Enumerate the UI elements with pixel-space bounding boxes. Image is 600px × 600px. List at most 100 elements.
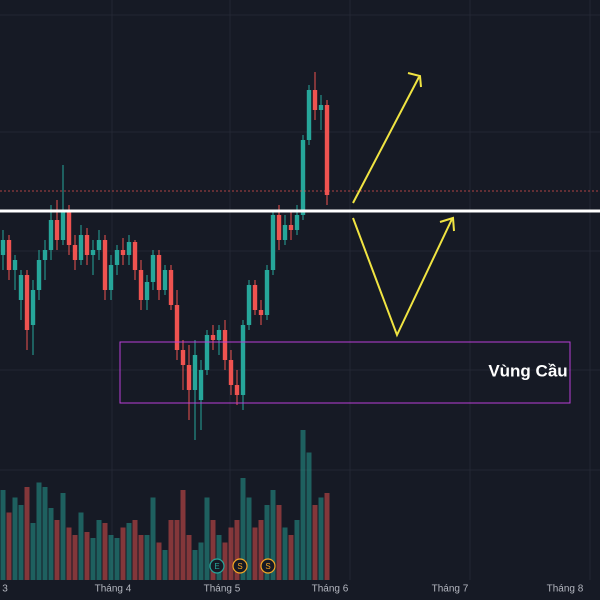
candle-body: [132, 242, 138, 270]
candle-body: [276, 215, 282, 240]
x-tick-label: Tháng 6: [312, 584, 349, 595]
candle-body: [216, 330, 222, 340]
volume-bar: [102, 523, 108, 580]
volume-bar: [12, 497, 18, 580]
candle-body: [318, 105, 324, 110]
volume-bar: [282, 527, 288, 580]
x-tick-label: Tháng 7: [432, 584, 469, 595]
x-tick-label: Tháng 8: [547, 584, 584, 595]
volume-bar: [204, 497, 210, 580]
candle-body: [120, 250, 126, 255]
volume-bar: [114, 538, 120, 580]
candle-body: [162, 270, 168, 290]
candle-body: [108, 265, 114, 290]
volume-bar: [150, 497, 156, 580]
candle-body: [78, 235, 84, 260]
candle-body: [66, 210, 72, 245]
volume-bar: [312, 505, 318, 580]
candle-body: [54, 220, 60, 240]
volume-bar: [174, 520, 180, 580]
candle-body: [300, 140, 306, 215]
candle-body: [42, 250, 48, 260]
candle-body: [0, 240, 6, 255]
volume-bar: [18, 505, 24, 580]
candle-body: [264, 270, 270, 315]
candle-body: [186, 365, 192, 390]
volume-bar: [318, 497, 324, 580]
volume-bar: [246, 497, 252, 580]
event-label: S: [237, 562, 242, 571]
candle-body: [270, 215, 276, 270]
zone-label: Vùng Cầu: [488, 361, 567, 380]
volume-layer: [0, 430, 330, 580]
volume-bar: [120, 527, 126, 580]
volume-bar: [294, 520, 300, 580]
candle-body: [258, 310, 264, 315]
volume-bar: [240, 478, 246, 580]
demand-zone: [119, 341, 571, 404]
candle-body: [48, 220, 54, 250]
candle-body: [144, 282, 150, 300]
volume-bar: [162, 550, 168, 580]
volume-bar: [66, 527, 72, 580]
volume-bar: [300, 430, 306, 580]
candle-body: [168, 270, 174, 305]
candle-body: [96, 240, 102, 250]
candle-body: [228, 360, 234, 385]
volume-bar: [138, 535, 144, 580]
candle-body: [282, 225, 288, 240]
volume-bar: [60, 493, 66, 580]
candle-body: [72, 245, 78, 260]
candle-body: [246, 285, 252, 325]
volume-bar: [216, 535, 222, 580]
candle-body: [312, 90, 318, 110]
candle-body: [222, 330, 228, 360]
volume-bar: [258, 520, 264, 580]
candle-layer: [0, 72, 330, 440]
candle-body: [234, 385, 240, 395]
volume-bar: [156, 542, 162, 580]
volume-bar: [96, 520, 102, 580]
volume-bar: [180, 490, 186, 580]
volume-bar: [210, 520, 216, 580]
candle-body: [126, 242, 132, 255]
volume-bar: [288, 535, 294, 580]
candle-body: [36, 260, 42, 290]
candle-body: [6, 240, 12, 270]
candle-body: [18, 275, 24, 300]
volume-bar: [264, 505, 270, 580]
candle-body: [90, 250, 96, 255]
arrow-down-up: [352, 217, 453, 338]
candle-body: [60, 210, 66, 240]
arrow-up: [352, 76, 420, 204]
volume-bar: [306, 452, 312, 580]
volume-bar: [126, 523, 132, 580]
candle-body: [204, 335, 210, 370]
volume-bar: [72, 535, 78, 580]
volume-bar: [78, 512, 84, 580]
candle-body: [252, 285, 258, 310]
volume-bar: [222, 542, 228, 580]
event-label: E: [214, 562, 219, 571]
candle-body: [138, 270, 144, 300]
candle-body: [210, 335, 216, 340]
candle-body: [30, 290, 36, 325]
candle-body: [156, 255, 162, 290]
volume-bar: [42, 487, 48, 580]
event-label: S: [265, 562, 270, 571]
candle-body: [150, 255, 156, 282]
x-tick-label: 3: [2, 584, 8, 595]
volume-bar: [252, 527, 258, 580]
candle-body: [114, 250, 120, 265]
volume-bar: [270, 490, 276, 580]
x-tick-label: Tháng 5: [204, 584, 241, 595]
volume-bar: [24, 487, 30, 580]
volume-bar: [0, 490, 6, 580]
arrow-head: [407, 72, 422, 88]
volume-bar: [144, 535, 150, 580]
candle-body: [84, 235, 90, 255]
x-axis: 3 Tháng 4 Tháng 5 Tháng 6 Tháng 7 Tháng 8 E S S: [2, 558, 584, 595]
candle-body: [306, 90, 312, 140]
